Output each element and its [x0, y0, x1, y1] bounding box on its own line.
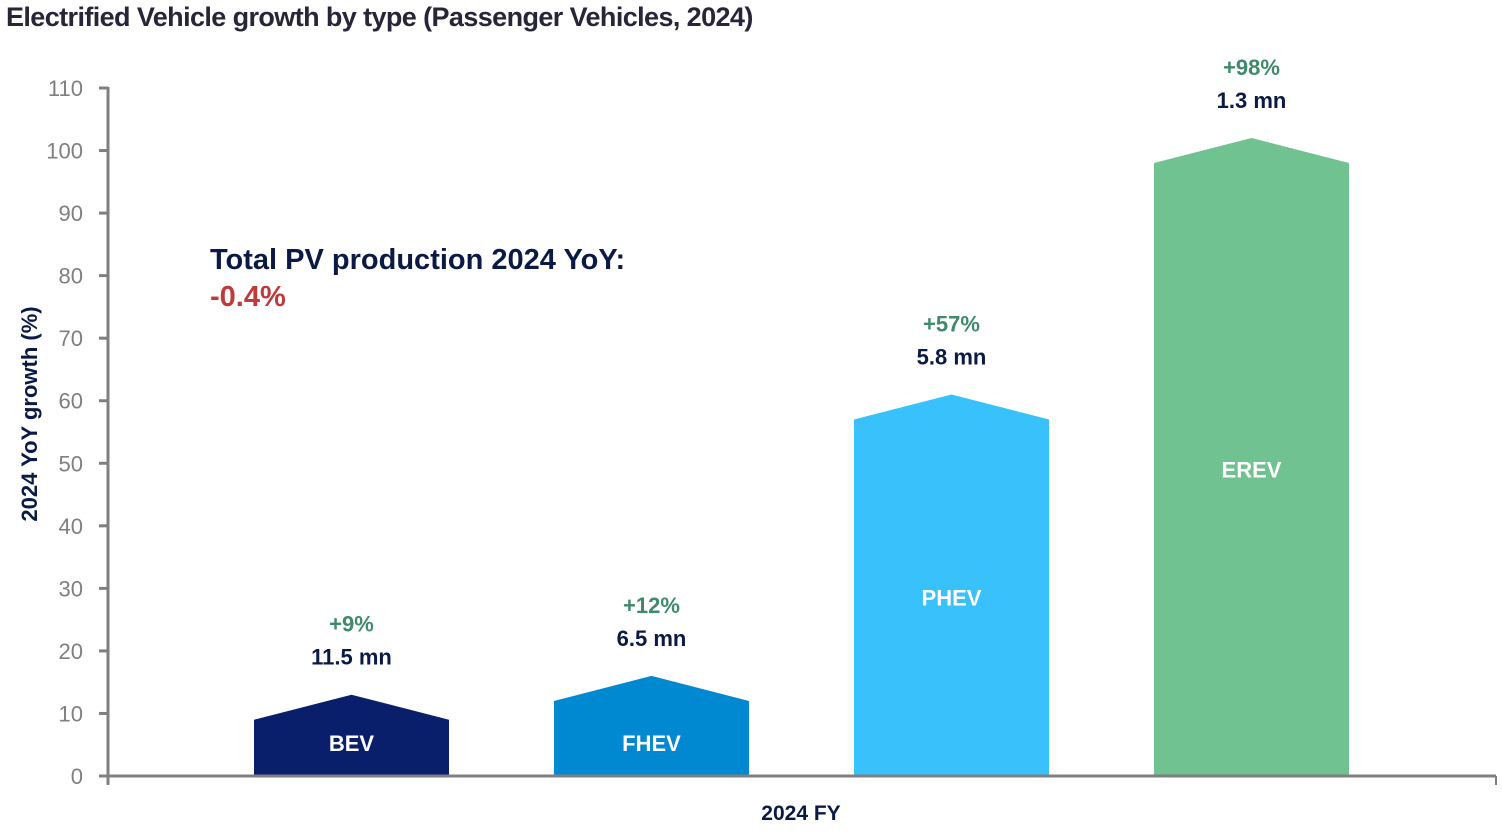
volume-label: 1.3 mn	[1217, 88, 1287, 113]
y-tick-label: 30	[59, 576, 83, 601]
chart-title: Electrified Vehicle growth by type (Pass…	[6, 2, 753, 32]
bar-name-label: PHEV	[922, 586, 982, 611]
bar-erev: EREV 1.3 mn +98%	[1154, 55, 1349, 776]
bar-phev: PHEV 5.8 mn +57%	[854, 311, 1049, 776]
bar-shape-bev	[254, 694, 449, 776]
y-tick-label: 80	[59, 264, 83, 289]
bar-bev: BEV 11.5 mn +9%	[254, 612, 449, 776]
y-tick-label: 60	[59, 389, 83, 414]
bars-group: BEV 11.5 mn +9% FHEV 6.5 mn +12% PHEV 5.8 mn +57…	[254, 55, 1349, 776]
growth-label: +12%	[623, 593, 680, 618]
growth-label: +98%	[1223, 55, 1280, 80]
y-tick-label: 10	[59, 701, 83, 726]
annotation-value: -0.4%	[210, 281, 286, 313]
annotation-text: Total PV production 2024 YoY:	[210, 244, 626, 276]
x-axis	[99, 774, 1497, 785]
x-category-label: 2024 FY	[761, 802, 840, 825]
bar-name-label: FHEV	[622, 731, 681, 756]
bar-shape-phev	[854, 394, 1049, 776]
volume-label: 11.5 mn	[311, 645, 392, 670]
bar-shape-erev	[1154, 138, 1349, 776]
y-tick-label: 100	[46, 139, 83, 164]
volume-label: 6.5 mn	[617, 626, 687, 651]
bar-fhev: FHEV 6.5 mn +12%	[554, 593, 749, 776]
total-pv-annotation: Total PV production 2024 YoY: -0.4%	[210, 244, 625, 314]
volume-label: 5.8 mn	[917, 344, 987, 369]
y-tick-label: 0	[71, 764, 83, 789]
y-tick-label: 70	[59, 326, 83, 351]
y-axis: 0 10 20 30 40 50 60 70 80 90 100 110	[46, 76, 110, 789]
y-tick-label: 40	[59, 514, 83, 539]
bar-name-label: BEV	[329, 731, 375, 756]
growth-label: +57%	[923, 311, 980, 336]
y-axis-title: 2024 YoY growth (%)	[17, 306, 42, 521]
bar-shape-fhev	[554, 675, 749, 776]
y-tick-label: 50	[59, 451, 83, 476]
y-tick-label: 20	[59, 639, 83, 664]
bar-name-label: EREV	[1222, 458, 1282, 483]
growth-label: +9%	[329, 612, 374, 637]
y-tick-label: 110	[48, 76, 83, 101]
y-tick-label: 90	[59, 201, 83, 226]
